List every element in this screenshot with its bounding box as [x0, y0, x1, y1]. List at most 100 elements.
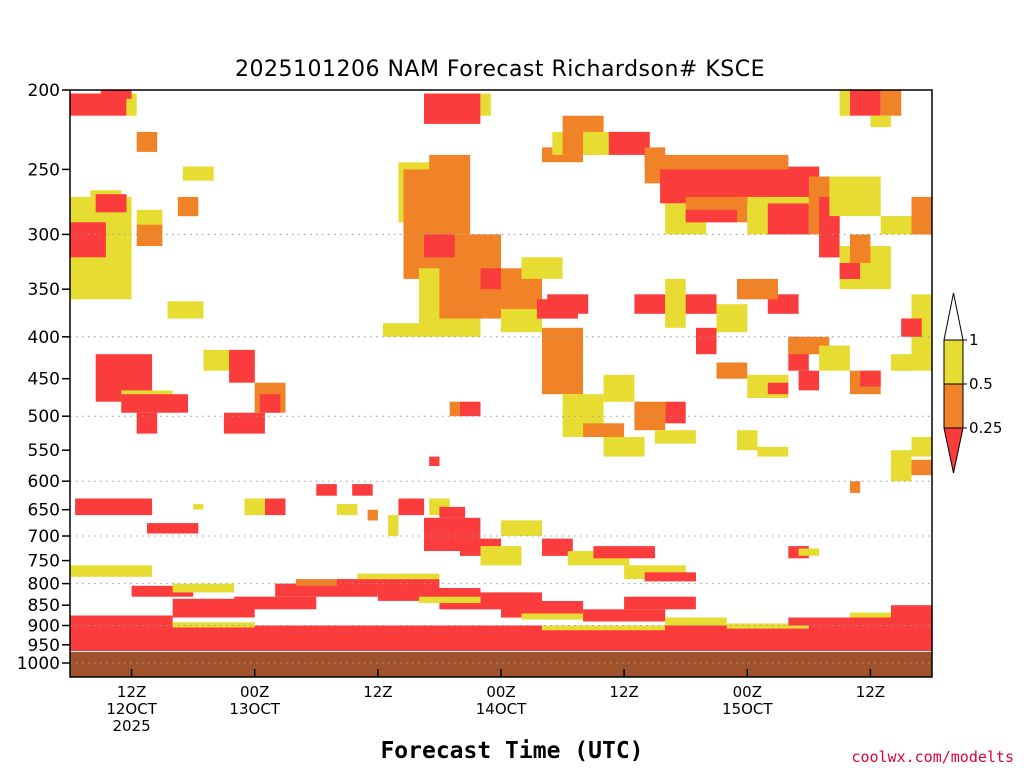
heatmap-cell [193, 504, 204, 510]
legend-label: 0.25 [969, 419, 1002, 437]
heatmap-cell [911, 459, 932, 476]
legend-swatch [943, 339, 964, 385]
heatmap-cell [460, 401, 481, 417]
heatmap-cell [901, 318, 922, 337]
heatmap-cell [685, 209, 737, 223]
heatmap-cell [70, 222, 106, 258]
heatmap-cell [891, 354, 912, 371]
heatmap-cell [726, 623, 809, 629]
x-tick-label: 12Z [363, 683, 392, 701]
x-tick-label: 12Z [117, 683, 146, 701]
heatmap-cell [244, 498, 265, 516]
y-tick-label: 1000 [17, 654, 60, 674]
heatmap-cell [336, 504, 358, 516]
heatmap-cell [449, 401, 460, 417]
heatmap-cell [265, 498, 286, 516]
heatmap-cell [788, 617, 932, 626]
heatmap-cell [316, 484, 337, 496]
heatmap-cell [849, 612, 932, 618]
heatmap-cell [911, 437, 932, 457]
heatmap-cell [480, 268, 501, 290]
heatmap-cell [767, 203, 809, 235]
heatmap-cell [429, 456, 440, 466]
heatmap-cell [603, 437, 645, 457]
heatmap-cell [880, 90, 902, 116]
y-tick-label: 650 [28, 501, 60, 521]
x-axis-title: Forecast Time (UTC) [380, 738, 643, 764]
heatmap-cell [182, 166, 214, 181]
heatmap-cell [126, 93, 137, 116]
heatmap-cell [223, 412, 265, 434]
heatmap-cell [172, 598, 255, 618]
heatmap-cell [696, 327, 717, 355]
heatmap-cell [424, 93, 481, 124]
x-tick-label: 12Z [609, 683, 638, 701]
heatmap-cell [418, 596, 481, 604]
y-tick-label: 800 [28, 575, 60, 595]
heatmap-cell [839, 262, 861, 279]
heatmap-cell [870, 115, 891, 128]
color-legend: 1 0.5 0.25 [943, 292, 1002, 474]
y-tick-label: 550 [28, 441, 60, 461]
heatmap-cell [521, 257, 563, 279]
plot-frame [69, 89, 933, 678]
heatmap-cell [357, 573, 440, 580]
y-tick-label: 400 [28, 328, 60, 348]
legend-label: 0.5 [969, 375, 993, 393]
heatmap-cell [542, 625, 666, 631]
heatmap-cell [429, 154, 471, 235]
heatmap-cell [259, 394, 281, 413]
heatmap-cell [95, 194, 127, 213]
heatmap-cell [501, 309, 542, 333]
y-tick-label: 450 [28, 370, 60, 390]
heatmap-cell [644, 572, 696, 582]
heatmap-cell [839, 90, 850, 116]
heatmap-cell [593, 546, 655, 559]
legend-label: 1 [969, 331, 979, 349]
heatmap-cell [383, 323, 424, 337]
heatmap-cell [542, 538, 573, 556]
heatmap-cell [121, 394, 188, 413]
heatmap-cell [665, 617, 727, 626]
x-tick-label: 12Z [856, 683, 885, 701]
heatmap-cell [849, 481, 861, 493]
heatmap-cell [644, 154, 789, 170]
x-tick-label: 14OCT [476, 700, 527, 718]
heatmap-cell [737, 278, 778, 300]
heatmap-cell [542, 327, 583, 395]
heatmap-cell [829, 176, 881, 217]
heatmap-cell [172, 583, 235, 593]
y-tick-label: 700 [28, 527, 60, 547]
x-tick-label: 12OCT [106, 700, 157, 718]
x-tick-label: 13OCT [229, 700, 280, 718]
heatmap-cell [70, 565, 153, 577]
heatmap-cell [388, 515, 399, 536]
heatmap-cell [634, 294, 666, 314]
heatmap-cell [336, 579, 440, 591]
heatmap-cell [911, 196, 932, 235]
heatmap-cell [891, 450, 912, 482]
heatmap-cell [136, 222, 163, 246]
heatmap-cell [675, 294, 717, 314]
heatmap-cell [521, 613, 604, 620]
heatmap-cell [367, 509, 378, 521]
heatmap-cell [501, 520, 542, 536]
heatmap-cell [819, 345, 850, 371]
heatmap-cell [737, 430, 758, 451]
heatmap-cell [136, 131, 158, 152]
y-tick-label: 500 [28, 407, 60, 427]
y-axis-ticks: 200 250 300 350 400 450 500 550 600 650 700 750 8008… [17, 81, 70, 674]
heatmap-cell [654, 430, 696, 444]
heatmap-cell [70, 93, 127, 116]
heatmap-cell [798, 548, 820, 556]
heatmap-cell [480, 93, 491, 116]
heatmap-cell [624, 596, 696, 610]
heatmap-cell [136, 412, 158, 434]
heatmap-cell [716, 304, 748, 333]
heatmap-cell [583, 609, 666, 622]
heatmap-cell [501, 601, 584, 618]
heatmap-cell [70, 615, 173, 626]
credit-text: coolwx.com/modelts [851, 748, 1014, 766]
